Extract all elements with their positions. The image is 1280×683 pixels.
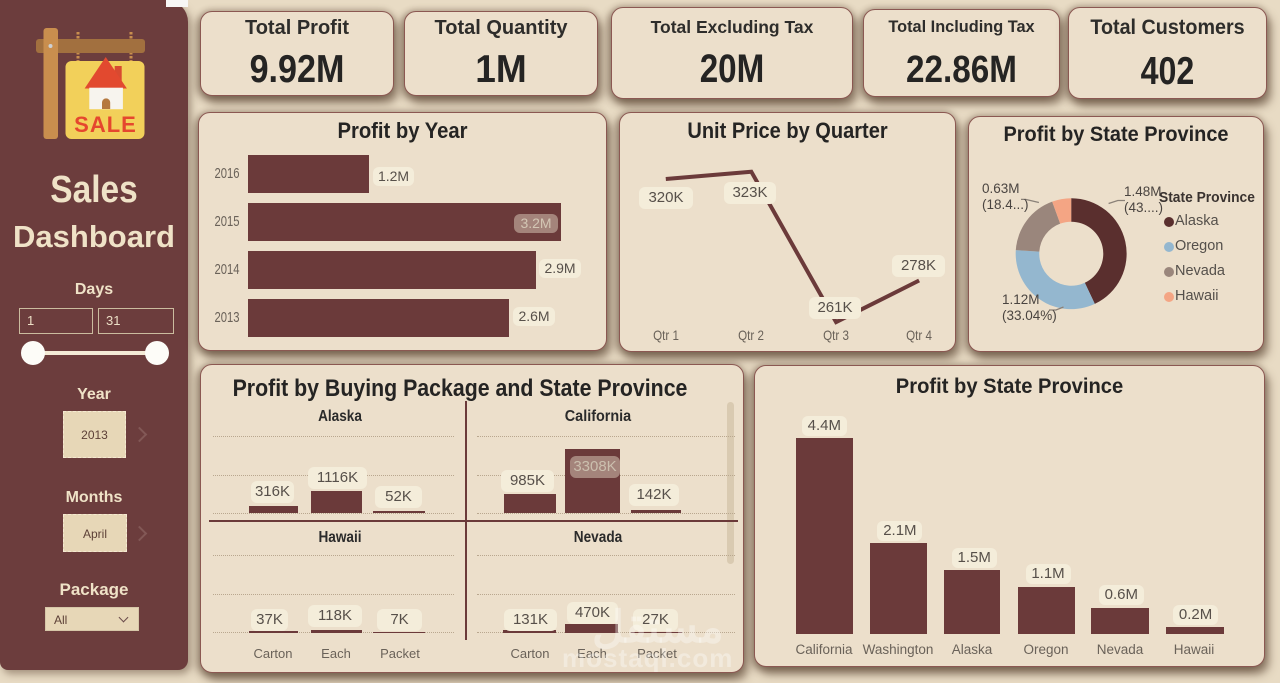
svg-text:SALE: SALE (74, 112, 137, 137)
